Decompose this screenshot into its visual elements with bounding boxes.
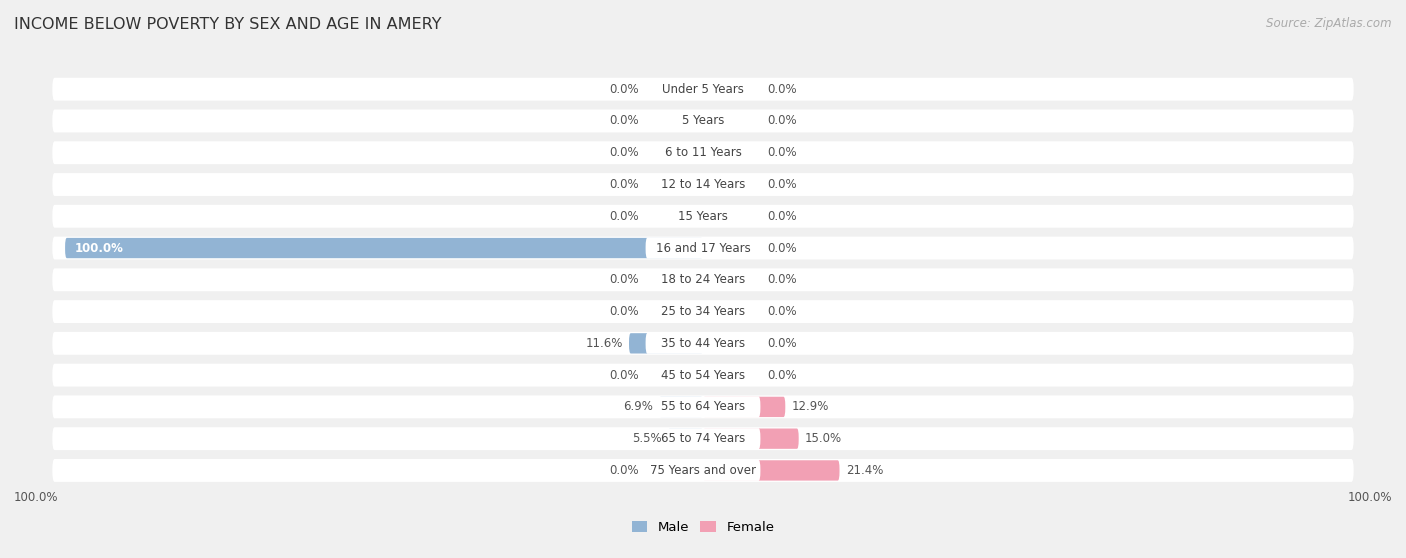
Text: 15 Years: 15 Years	[678, 210, 728, 223]
Text: 0.0%: 0.0%	[610, 146, 640, 159]
FancyBboxPatch shape	[52, 332, 1354, 355]
FancyBboxPatch shape	[645, 174, 761, 195]
FancyBboxPatch shape	[52, 364, 1354, 387]
FancyBboxPatch shape	[52, 459, 1354, 482]
FancyBboxPatch shape	[52, 427, 1354, 450]
FancyBboxPatch shape	[645, 110, 761, 132]
Text: 65 to 74 Years: 65 to 74 Years	[661, 432, 745, 445]
FancyBboxPatch shape	[645, 460, 761, 481]
Text: 18 to 24 Years: 18 to 24 Years	[661, 273, 745, 286]
Text: 6 to 11 Years: 6 to 11 Years	[665, 146, 741, 159]
Text: 100.0%: 100.0%	[14, 491, 59, 504]
FancyBboxPatch shape	[645, 396, 761, 417]
Text: 0.0%: 0.0%	[610, 273, 640, 286]
FancyBboxPatch shape	[703, 429, 799, 449]
Text: 0.0%: 0.0%	[766, 210, 796, 223]
Text: 12.9%: 12.9%	[792, 401, 830, 413]
Text: 12 to 14 Years: 12 to 14 Years	[661, 178, 745, 191]
Text: 0.0%: 0.0%	[610, 114, 640, 127]
Text: 15.0%: 15.0%	[806, 432, 842, 445]
FancyBboxPatch shape	[645, 79, 761, 100]
Text: 6.9%: 6.9%	[623, 401, 652, 413]
FancyBboxPatch shape	[52, 396, 1354, 418]
Text: Source: ZipAtlas.com: Source: ZipAtlas.com	[1267, 17, 1392, 30]
Text: 0.0%: 0.0%	[766, 242, 796, 254]
Text: 25 to 34 Years: 25 to 34 Years	[661, 305, 745, 318]
Text: 75 Years and over: 75 Years and over	[650, 464, 756, 477]
Text: 0.0%: 0.0%	[610, 464, 640, 477]
Text: 0.0%: 0.0%	[766, 114, 796, 127]
FancyBboxPatch shape	[703, 460, 839, 480]
FancyBboxPatch shape	[628, 333, 703, 354]
Text: 0.0%: 0.0%	[766, 337, 796, 350]
FancyBboxPatch shape	[645, 142, 761, 163]
Text: 0.0%: 0.0%	[766, 369, 796, 382]
Text: 100.0%: 100.0%	[75, 242, 124, 254]
FancyBboxPatch shape	[52, 205, 1354, 228]
Text: 0.0%: 0.0%	[610, 369, 640, 382]
Text: 16 and 17 Years: 16 and 17 Years	[655, 242, 751, 254]
Text: 0.0%: 0.0%	[610, 210, 640, 223]
Text: 100.0%: 100.0%	[1347, 491, 1392, 504]
FancyBboxPatch shape	[645, 428, 761, 449]
Text: 45 to 54 Years: 45 to 54 Years	[661, 369, 745, 382]
FancyBboxPatch shape	[52, 78, 1354, 100]
FancyBboxPatch shape	[52, 141, 1354, 164]
Text: 5.5%: 5.5%	[631, 432, 662, 445]
Legend: Male, Female: Male, Female	[626, 516, 780, 539]
Text: 35 to 44 Years: 35 to 44 Years	[661, 337, 745, 350]
Text: 0.0%: 0.0%	[766, 83, 796, 96]
FancyBboxPatch shape	[645, 364, 761, 386]
FancyBboxPatch shape	[659, 397, 703, 417]
FancyBboxPatch shape	[52, 109, 1354, 132]
Text: 21.4%: 21.4%	[846, 464, 883, 477]
FancyBboxPatch shape	[52, 237, 1354, 259]
FancyBboxPatch shape	[668, 429, 703, 449]
Text: 55 to 64 Years: 55 to 64 Years	[661, 401, 745, 413]
Text: 0.0%: 0.0%	[766, 273, 796, 286]
FancyBboxPatch shape	[52, 173, 1354, 196]
FancyBboxPatch shape	[645, 333, 761, 354]
FancyBboxPatch shape	[645, 270, 761, 290]
FancyBboxPatch shape	[52, 300, 1354, 323]
Text: 0.0%: 0.0%	[766, 305, 796, 318]
FancyBboxPatch shape	[645, 238, 761, 258]
FancyBboxPatch shape	[52, 268, 1354, 291]
Text: 0.0%: 0.0%	[610, 305, 640, 318]
Text: 0.0%: 0.0%	[766, 146, 796, 159]
FancyBboxPatch shape	[703, 397, 786, 417]
Text: 0.0%: 0.0%	[610, 178, 640, 191]
Text: 0.0%: 0.0%	[766, 178, 796, 191]
Text: 11.6%: 11.6%	[585, 337, 623, 350]
Text: 0.0%: 0.0%	[610, 83, 640, 96]
FancyBboxPatch shape	[645, 301, 761, 322]
FancyBboxPatch shape	[65, 238, 703, 258]
FancyBboxPatch shape	[645, 206, 761, 227]
Text: Under 5 Years: Under 5 Years	[662, 83, 744, 96]
Text: INCOME BELOW POVERTY BY SEX AND AGE IN AMERY: INCOME BELOW POVERTY BY SEX AND AGE IN A…	[14, 17, 441, 32]
Text: 5 Years: 5 Years	[682, 114, 724, 127]
